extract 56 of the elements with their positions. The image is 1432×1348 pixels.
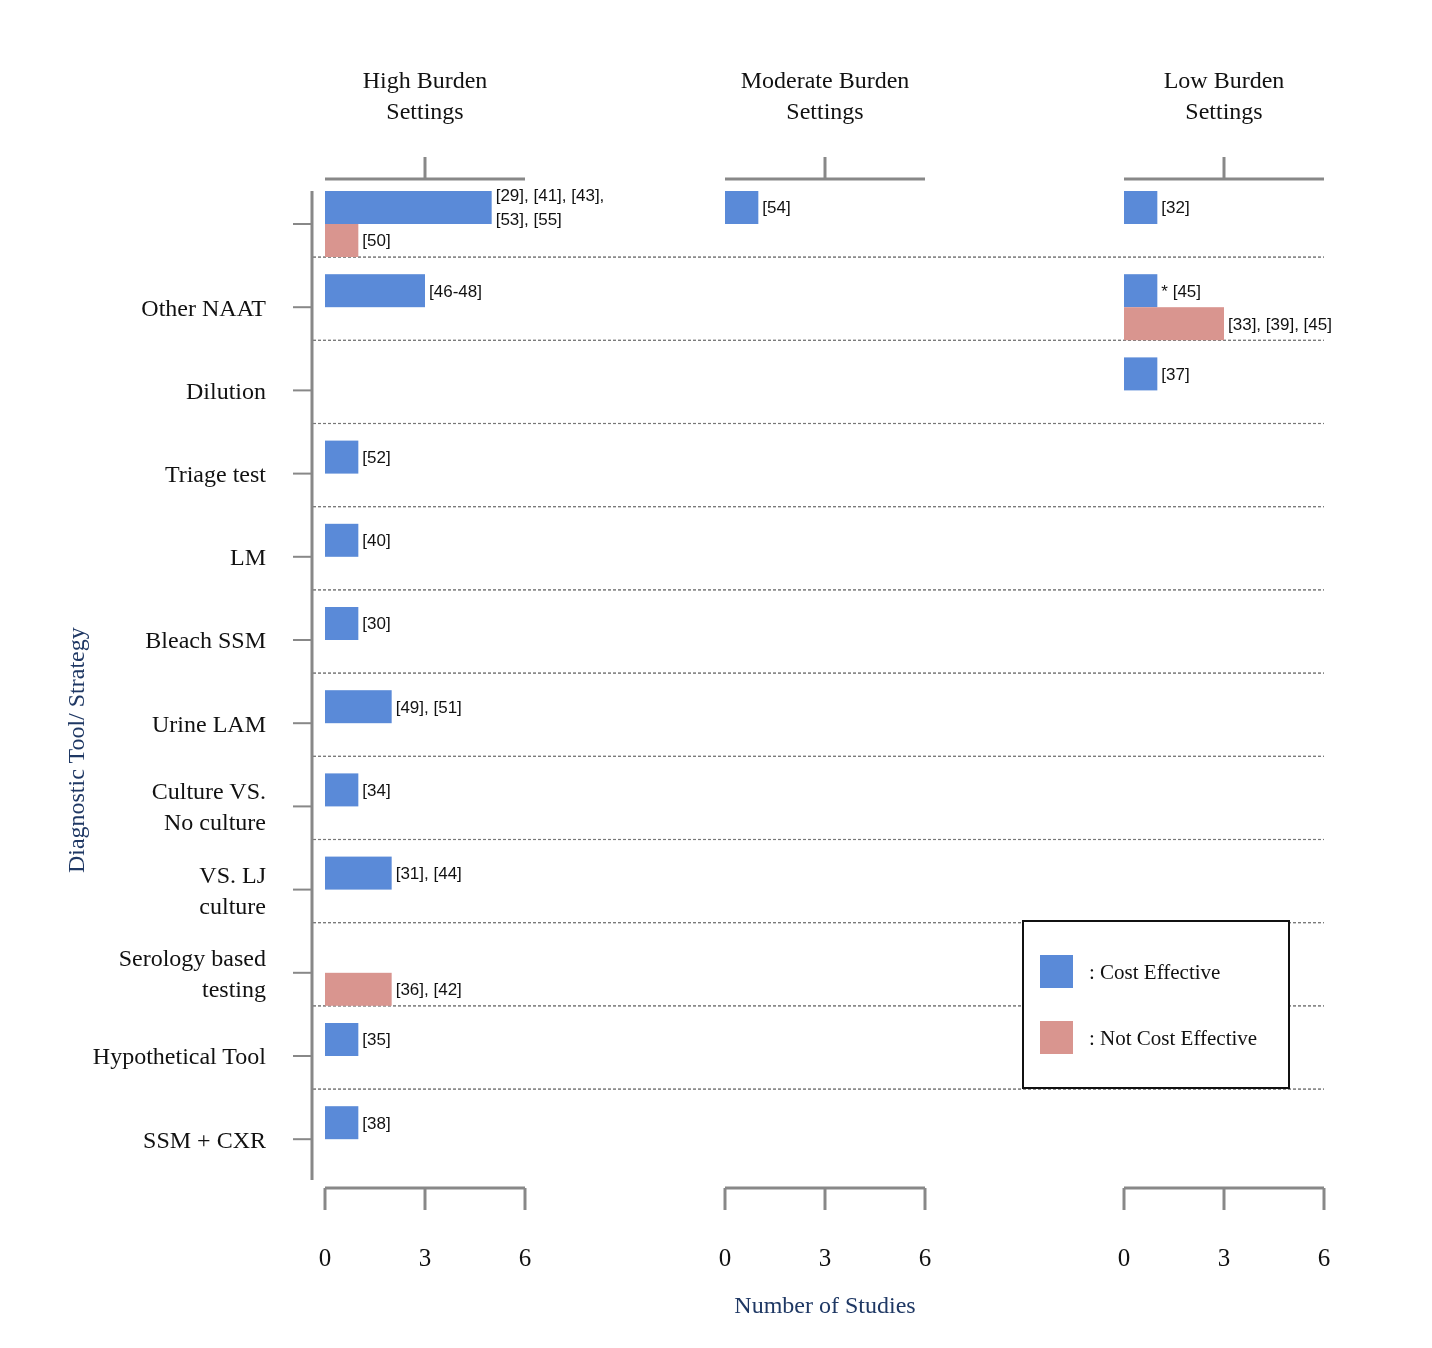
x-tick-label: 3 bbox=[418, 1244, 432, 1271]
bar bbox=[325, 274, 425, 308]
chart-title: Moderate Burden Settings bbox=[740, 67, 910, 124]
y-tick-label: LM bbox=[230, 544, 266, 571]
annotation: [52] bbox=[362, 448, 391, 468]
annotation: * [45] bbox=[1161, 281, 1202, 301]
y-tick-label: VS. LJ culture bbox=[199, 861, 266, 919]
bar bbox=[325, 773, 359, 807]
annotation: [33], [39], [45] bbox=[1228, 314, 1332, 334]
bar bbox=[325, 690, 392, 724]
x-tick-label: 3 bbox=[1217, 1244, 1231, 1271]
bar bbox=[325, 1106, 359, 1140]
annotation: [31], [44] bbox=[395, 864, 462, 884]
bar bbox=[325, 972, 392, 1006]
x-tick-label: 3 bbox=[818, 1244, 832, 1271]
annotation: [38] bbox=[362, 1113, 391, 1133]
chart-title: High Burden Settings bbox=[362, 67, 488, 124]
annotation: [32] bbox=[1161, 198, 1190, 218]
y-tick-label: Serology based testing bbox=[118, 944, 266, 1002]
annotation: [37] bbox=[1161, 364, 1190, 384]
y-tick-label: Culture VS. No culture bbox=[151, 778, 266, 836]
x-tick-label: 6 bbox=[1317, 1244, 1331, 1271]
x-tick-label: 0 bbox=[318, 1244, 332, 1271]
bar bbox=[325, 607, 359, 640]
bar bbox=[325, 856, 392, 890]
annotation: [49], [51] bbox=[395, 697, 462, 717]
y-tick-label: Bleach SSM bbox=[145, 627, 266, 654]
annotation: [29], [41], [43], [53], [55] bbox=[495, 186, 605, 230]
x-tick-label: 0 bbox=[718, 1244, 732, 1271]
y-tick-label: Urine LAM bbox=[152, 710, 266, 737]
x-tick-label: 0 bbox=[1117, 1244, 1131, 1271]
legend-label: : Cost Effective bbox=[1089, 960, 1221, 985]
annotation: [30] bbox=[362, 614, 391, 634]
annotation: [50] bbox=[362, 231, 391, 251]
annotation: [40] bbox=[362, 531, 391, 551]
bar bbox=[325, 523, 359, 557]
annotation: [34] bbox=[362, 780, 391, 800]
bar bbox=[325, 440, 359, 474]
annotation: [35] bbox=[362, 1030, 391, 1050]
y-axis-title: Diagnostic Tool/ Strategy bbox=[63, 627, 89, 874]
y-tick-label: Hypothetical Tool bbox=[92, 1043, 267, 1070]
annotation: [46-48] bbox=[429, 281, 482, 301]
bar bbox=[325, 1023, 359, 1056]
annotation: [54] bbox=[762, 198, 791, 218]
y-tick-label: Dilution bbox=[185, 377, 266, 404]
bar bbox=[325, 224, 359, 257]
chart-title: Low Burden Settings bbox=[1163, 67, 1285, 124]
y-tick-label: SSM + CXR bbox=[143, 1126, 266, 1153]
y-tick-label: Other NAAT bbox=[141, 294, 267, 321]
annotation: [36], [42] bbox=[395, 980, 462, 1000]
x-tick-label: 6 bbox=[918, 1244, 932, 1271]
y-tick-label: Triage test bbox=[164, 461, 267, 487]
x-tick-label: 6 bbox=[518, 1244, 532, 1271]
x-axis-title: Number of Studies bbox=[734, 1292, 916, 1318]
legend-label: : Not Cost Effective bbox=[1089, 1026, 1258, 1051]
bar bbox=[325, 191, 492, 224]
